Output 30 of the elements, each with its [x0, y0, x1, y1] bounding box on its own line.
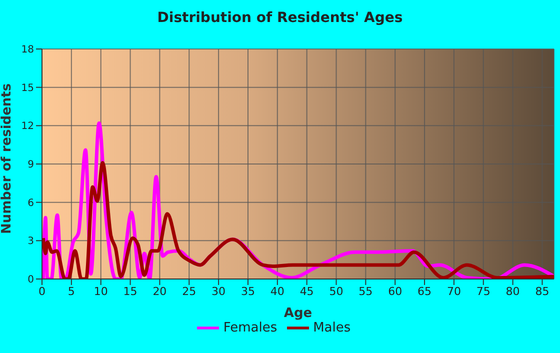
legend-label: Males: [313, 320, 351, 336]
x-tick-label: 25: [182, 284, 196, 298]
x-tick-label: 40: [270, 284, 284, 298]
x-tick-label: 65: [418, 284, 432, 298]
x-tick-label: 75: [476, 284, 490, 298]
y-tick-label: 0: [28, 274, 34, 286]
chart-title: Distribution of Residents' Ages: [156, 10, 404, 26]
x-tick-label: 35: [240, 284, 255, 298]
y-tick-label: 9: [28, 160, 34, 171]
x-tick-label: 0: [38, 284, 46, 298]
x-tick-label: 60: [388, 284, 402, 298]
x-tick-label: 5: [68, 284, 75, 298]
y-tick-label: 3: [28, 236, 34, 248]
x-tick-label: 70: [446, 284, 461, 298]
x-tick-label: 30: [212, 284, 226, 298]
x-tick-label: 20: [152, 284, 167, 298]
x-tick-label: 45: [300, 284, 314, 298]
x-tick-label: 15: [123, 284, 138, 298]
x-tick-label: 80: [506, 284, 520, 298]
x-axis-title: Age: [284, 306, 312, 321]
y-axis-title: Number of residents: [0, 83, 15, 234]
y-tick-label: 15: [21, 82, 34, 94]
y-tick-label: 6: [28, 198, 34, 209]
x-tick-label: 85: [535, 284, 550, 298]
x-tick-label: 10: [94, 284, 108, 298]
y-tick-label: 12: [21, 121, 34, 132]
y-tick-label: 18: [21, 44, 34, 56]
legend-label: Females: [223, 320, 278, 336]
x-tick-label: 55: [358, 284, 373, 298]
x-tick-label: 50: [329, 284, 344, 298]
